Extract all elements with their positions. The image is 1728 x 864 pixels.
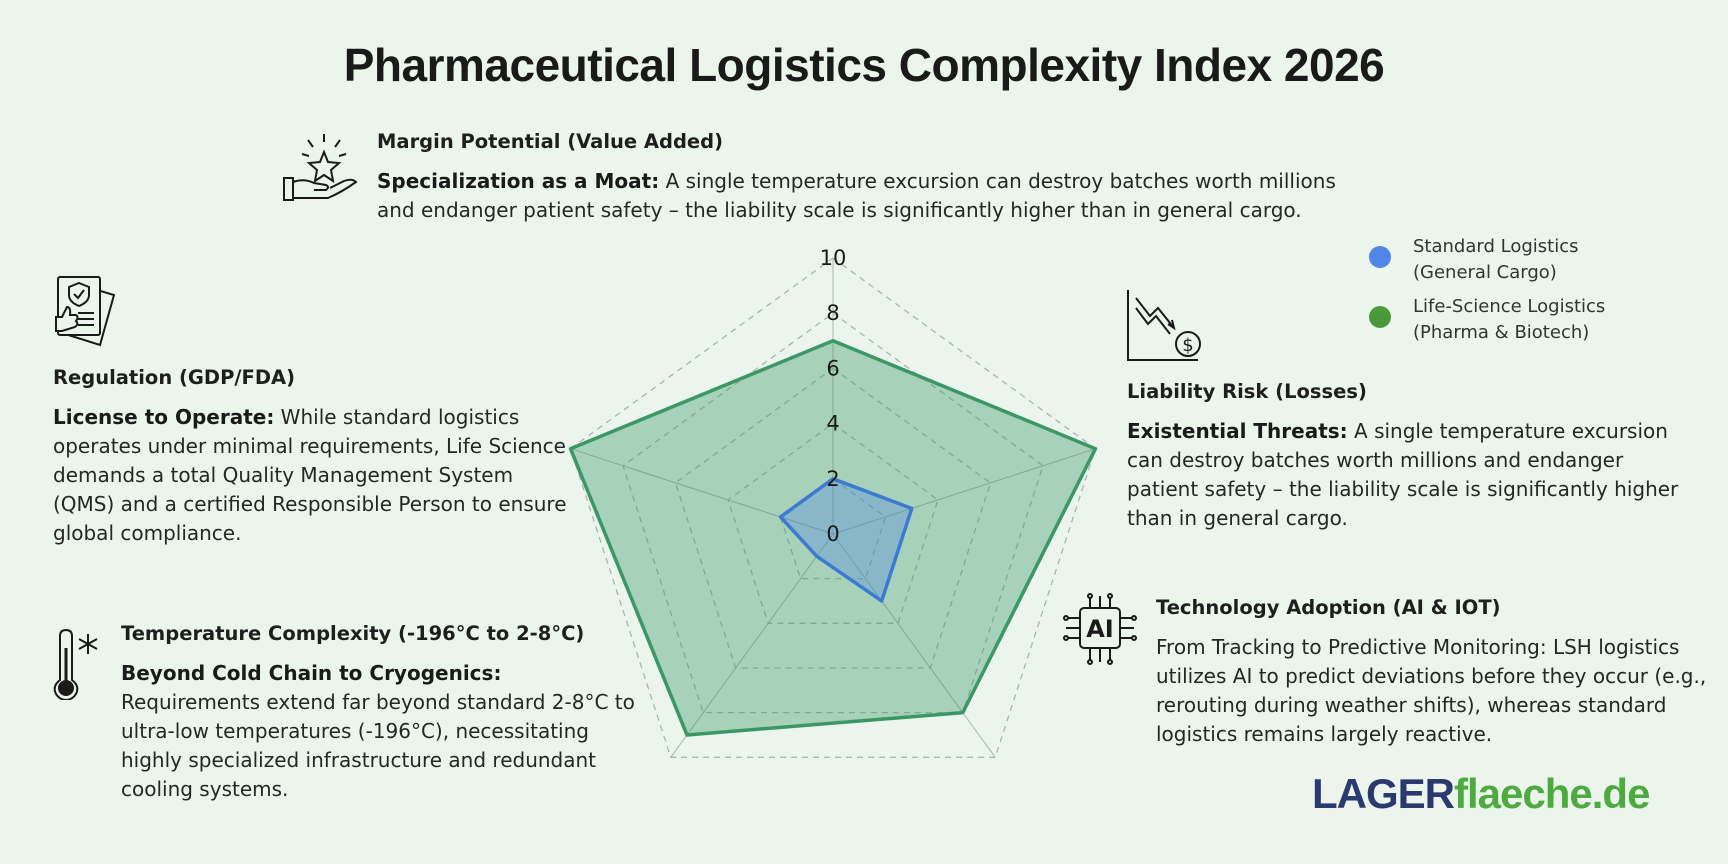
ai-chip-icon: AI [1062,592,1138,668]
certified-document-icon [52,275,126,347]
axis-spoke [670,533,834,758]
page-title: Pharmaceutical Logistics Complexity Inde… [343,39,1385,91]
axis-spoke [832,448,1096,535]
regulation-text: License to Operate: While standard logis… [53,405,567,545]
radar-tick-labels: 0 2 4 6 8 10 [820,246,847,546]
tick-label-8: 8 [826,301,839,325]
grid-ring-4 [727,422,939,624]
temperature-block: Temperature Complexity (-196°C to 2-8°C)… [121,622,641,804]
tick-label-10: 10 [820,246,847,270]
radar-grid [569,257,1097,758]
temperature-text: Beyond Cold Chain to Cryogenics: Require… [121,661,635,801]
tick-label-4: 4 [826,412,839,436]
grid-ring-6 [674,367,992,669]
technology-text: From Tracking to Predictive Monitoring: … [1156,635,1707,746]
margin-potential-block: Margin Potential (Value Added) Specializ… [377,130,1337,225]
radar-series [568,339,1098,737]
series-lifescience-polygon [568,339,1098,737]
tick-label-6: 6 [826,356,839,380]
grid-ring-8 [622,312,1044,714]
technology-block: Technology Adoption (AI & IOT) From Trac… [1156,596,1716,749]
margin-potential-heading: Margin Potential (Value Added) [377,130,724,153]
axis-spoke [832,533,996,758]
tick-label-2: 2 [826,467,839,491]
technology-heading: Technology Adoption (AI & IOT) [1156,596,1501,619]
legend-swatch-lifescience [1369,306,1391,328]
declining-chart-dollar-icon: $ [1126,288,1204,362]
tick-label-0: 0 [826,522,839,546]
margin-potential-text: Specialization as a Moat: A single tempe… [377,169,1336,222]
logo-part-lager: LAGER [1312,770,1455,817]
legend-label-lifescience: Life-Science Logistics (Pharma & Biotech… [1413,296,1606,343]
svg-text:$: $ [1182,335,1193,356]
svg-text:AI: AI [1086,615,1114,643]
thermometer-snowflake-icon [50,628,106,700]
liability-block: Liability Risk (Losses) Existential Thre… [1127,380,1687,533]
regulation-heading: Regulation (GDP/FDA) [53,366,296,389]
regulation-block: Regulation (GDP/FDA) License to Operate:… [53,366,573,548]
logo-part-flaeche: flaeche.de [1454,770,1650,817]
liability-heading: Liability Risk (Losses) [1127,380,1367,403]
hand-star-icon [282,132,358,204]
axis-spoke [570,448,834,535]
legend-swatch-standard [1369,246,1391,268]
legend-label-standard: Standard Logistics (General Cargo) [1413,236,1579,283]
liability-text: Existential Threats: A single temperatur… [1127,419,1679,530]
temperature-heading: Temperature Complexity (-196°C to 2-8°C) [121,622,585,645]
series-standard-polygon [778,477,914,603]
brand-logo: LAGERflaeche.de [1312,770,1650,818]
